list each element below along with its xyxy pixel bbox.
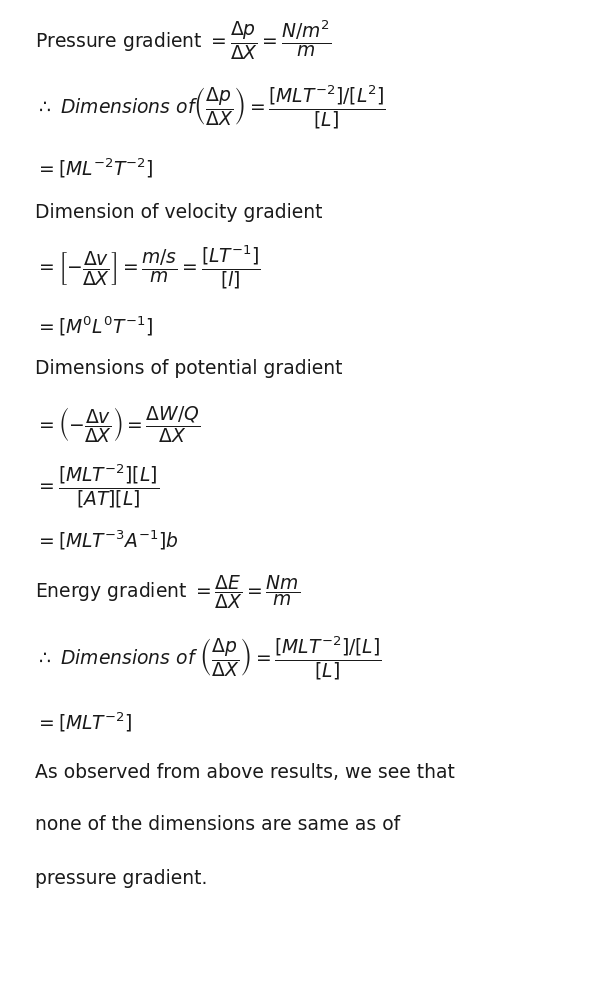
- Text: none of the dimensions are same as of: none of the dimensions are same as of: [35, 816, 401, 834]
- Text: $= [M^0L^0T^{-1}]$: $= [M^0L^0T^{-1}]$: [35, 314, 153, 338]
- Text: $= [MLT^{-2}]$: $= [MLT^{-2}]$: [35, 710, 133, 734]
- Text: $= \dfrac{[MLT^{-2}][L]}{[AT][L]}$: $= \dfrac{[MLT^{-2}][L]}{[AT][L]}$: [35, 462, 160, 510]
- Text: Dimensions of potential gradient: Dimensions of potential gradient: [35, 359, 343, 377]
- Text: $= [MLT^{-3}A^{-1}]b$: $= [MLT^{-3}A^{-1}]b$: [35, 528, 179, 552]
- Text: As observed from above results, we see that: As observed from above results, we see t…: [35, 762, 455, 782]
- Text: Pressure gradient $= \dfrac{\Delta p}{\Delta X} = \dfrac{N/m^2}{m}$: Pressure gradient $= \dfrac{\Delta p}{\D…: [35, 18, 332, 62]
- Text: Energy gradient $= \dfrac{\Delta E}{\Delta X} = \dfrac{Nm}{m}$: Energy gradient $= \dfrac{\Delta E}{\Del…: [35, 573, 300, 611]
- Text: $= [ML^{-2}T^{-2}]$: $= [ML^{-2}T^{-2}]$: [35, 156, 154, 180]
- Text: $= \left(-\dfrac{\Delta v}{\Delta X}\right) = \dfrac{\Delta W/Q}{\Delta X}$: $= \left(-\dfrac{\Delta v}{\Delta X}\rig…: [35, 405, 201, 445]
- Text: pressure gradient.: pressure gradient.: [35, 868, 208, 888]
- Text: $\therefore$ $\it{Dimensions\ of}$ $\left(\dfrac{\Delta p}{\Delta X}\right) = \d: $\therefore$ $\it{Dimensions\ of}$ $\lef…: [35, 634, 382, 682]
- Text: $= \left[-\dfrac{\Delta v}{\Delta X}\right] = \dfrac{m/s}{m} = \dfrac{[LT^{-1}]}: $= \left[-\dfrac{\Delta v}{\Delta X}\rig…: [35, 243, 261, 291]
- Text: Dimension of velocity gradient: Dimension of velocity gradient: [35, 202, 323, 222]
- Text: $\therefore$ $\it{Dimensions\ of}$$\left(\dfrac{\Delta p}{\Delta X}\right) = \df: $\therefore$ $\it{Dimensions\ of}$$\left…: [35, 83, 386, 131]
